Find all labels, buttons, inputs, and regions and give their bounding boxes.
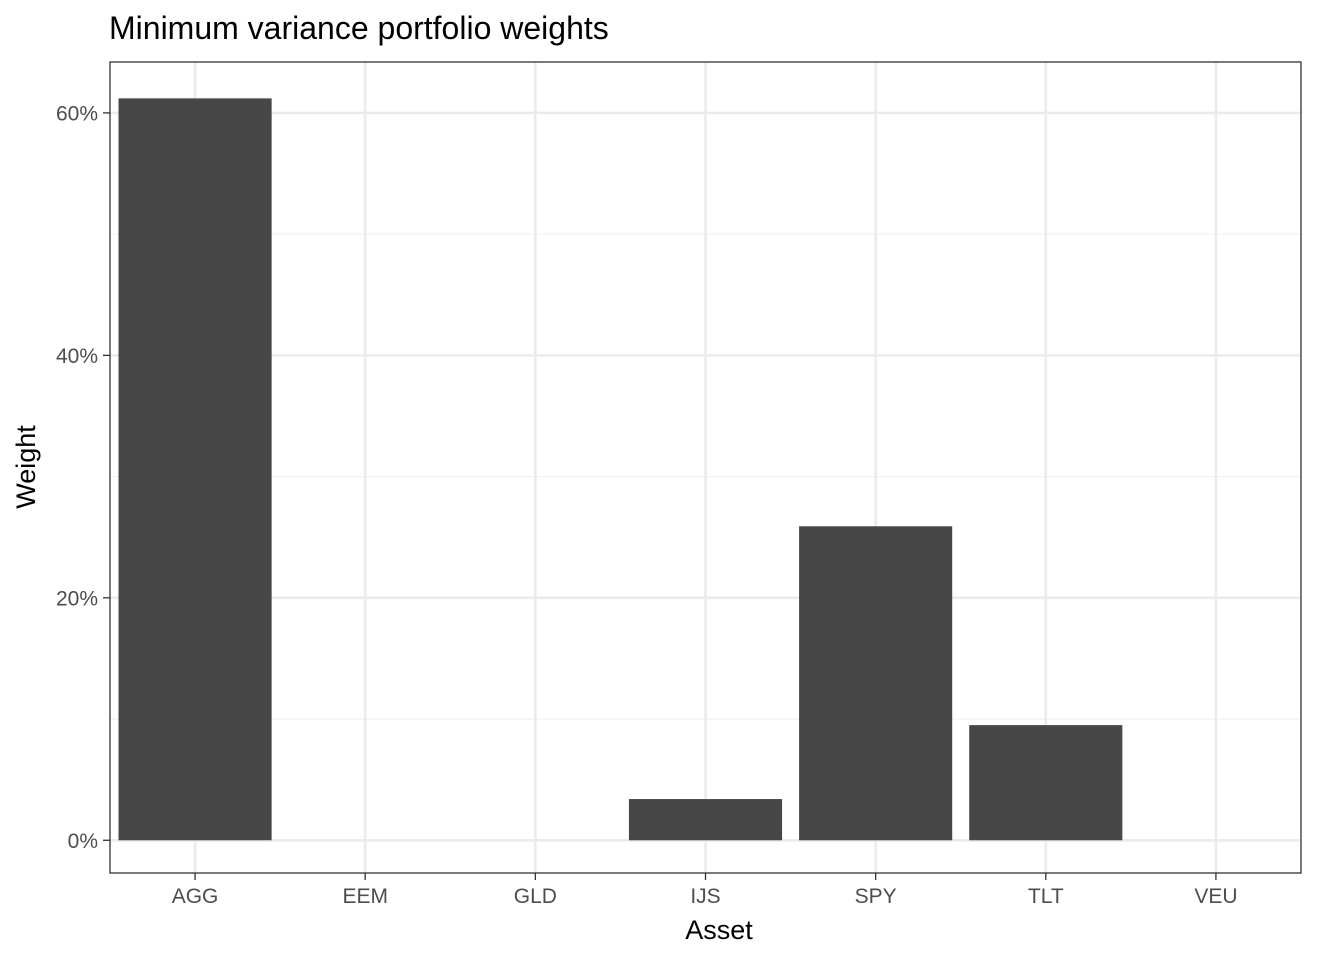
x-axis: AGG EEM GLD IJS SPY TLT VEU bbox=[172, 873, 1238, 908]
y-tick-label: 20% bbox=[56, 587, 98, 610]
bar-spy bbox=[799, 526, 953, 841]
y-tick-label: 0% bbox=[68, 830, 98, 853]
bars bbox=[118, 98, 1123, 841]
y-tick-label: 60% bbox=[56, 102, 98, 125]
bar-agg bbox=[118, 98, 272, 841]
x-tick-label: SPY bbox=[855, 885, 897, 908]
x-tick-label: AGG bbox=[172, 885, 219, 908]
chart-title: Minimum variance portfolio weights bbox=[109, 10, 609, 46]
x-tick-label: VEU bbox=[1194, 885, 1237, 908]
y-axis: 0% 20% 40% 60% bbox=[56, 102, 110, 853]
x-tick-label: EEM bbox=[342, 885, 388, 908]
bar-ijs bbox=[628, 799, 783, 841]
x-tick-label: IJS bbox=[690, 885, 720, 908]
y-axis-title: Weight bbox=[11, 425, 41, 509]
bar-tlt bbox=[969, 725, 1123, 841]
x-tick-label: GLD bbox=[514, 885, 557, 908]
x-tick-label: TLT bbox=[1028, 885, 1064, 908]
x-axis-title: Asset bbox=[685, 915, 753, 945]
y-tick-label: 40% bbox=[56, 345, 98, 368]
